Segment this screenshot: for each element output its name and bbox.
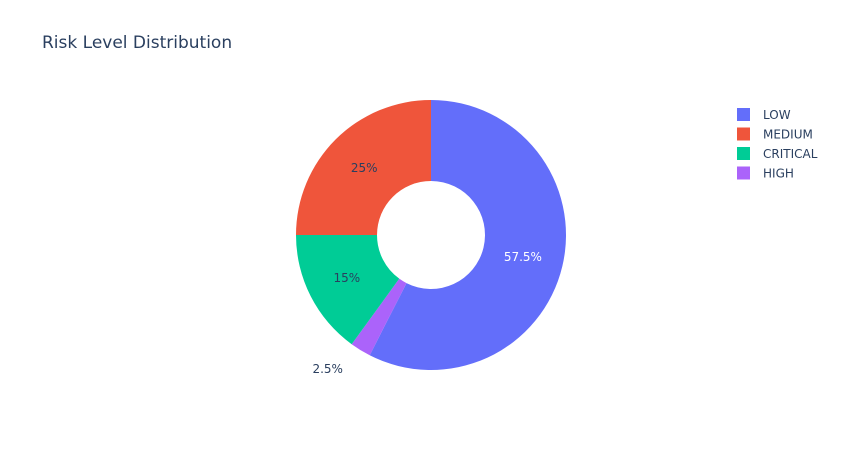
slice-labels: 57.5% 2.5% 15% 25% <box>312 161 541 376</box>
chart-title: Risk Level Distribution <box>42 33 233 53</box>
legend-label-medium: MEDIUM <box>763 128 813 142</box>
slices-group <box>296 100 566 370</box>
legend-swatch-medium <box>737 127 750 141</box>
legend-swatch-low <box>737 108 750 121</box>
legend-swatch-high <box>737 166 750 180</box>
legend-label-low: LOW <box>763 108 791 122</box>
slice-label-critical: 15% <box>333 271 360 285</box>
slice-high[interactable] <box>351 278 407 356</box>
legend-item-low[interactable]: LOW <box>737 108 791 122</box>
legend-label-critical: CRITICAL <box>763 147 818 161</box>
slice-medium[interactable] <box>296 100 431 235</box>
legend-swatch-critical <box>737 147 750 160</box>
slice-label-medium: 25% <box>351 161 378 175</box>
legend-item-medium[interactable]: MEDIUM <box>737 127 813 142</box>
slice-low[interactable] <box>369 100 566 370</box>
legend-item-high[interactable]: HIGH <box>737 166 794 181</box>
legend-item-critical[interactable]: CRITICAL <box>737 147 818 161</box>
legend-label-high: HIGH <box>763 167 794 181</box>
slice-label-high: 2.5% <box>312 362 343 376</box>
legend: LOW MEDIUM CRITICAL HIGH <box>737 108 818 181</box>
slice-critical[interactable] <box>296 235 400 345</box>
slice-label-low: 57.5% <box>504 250 542 264</box>
